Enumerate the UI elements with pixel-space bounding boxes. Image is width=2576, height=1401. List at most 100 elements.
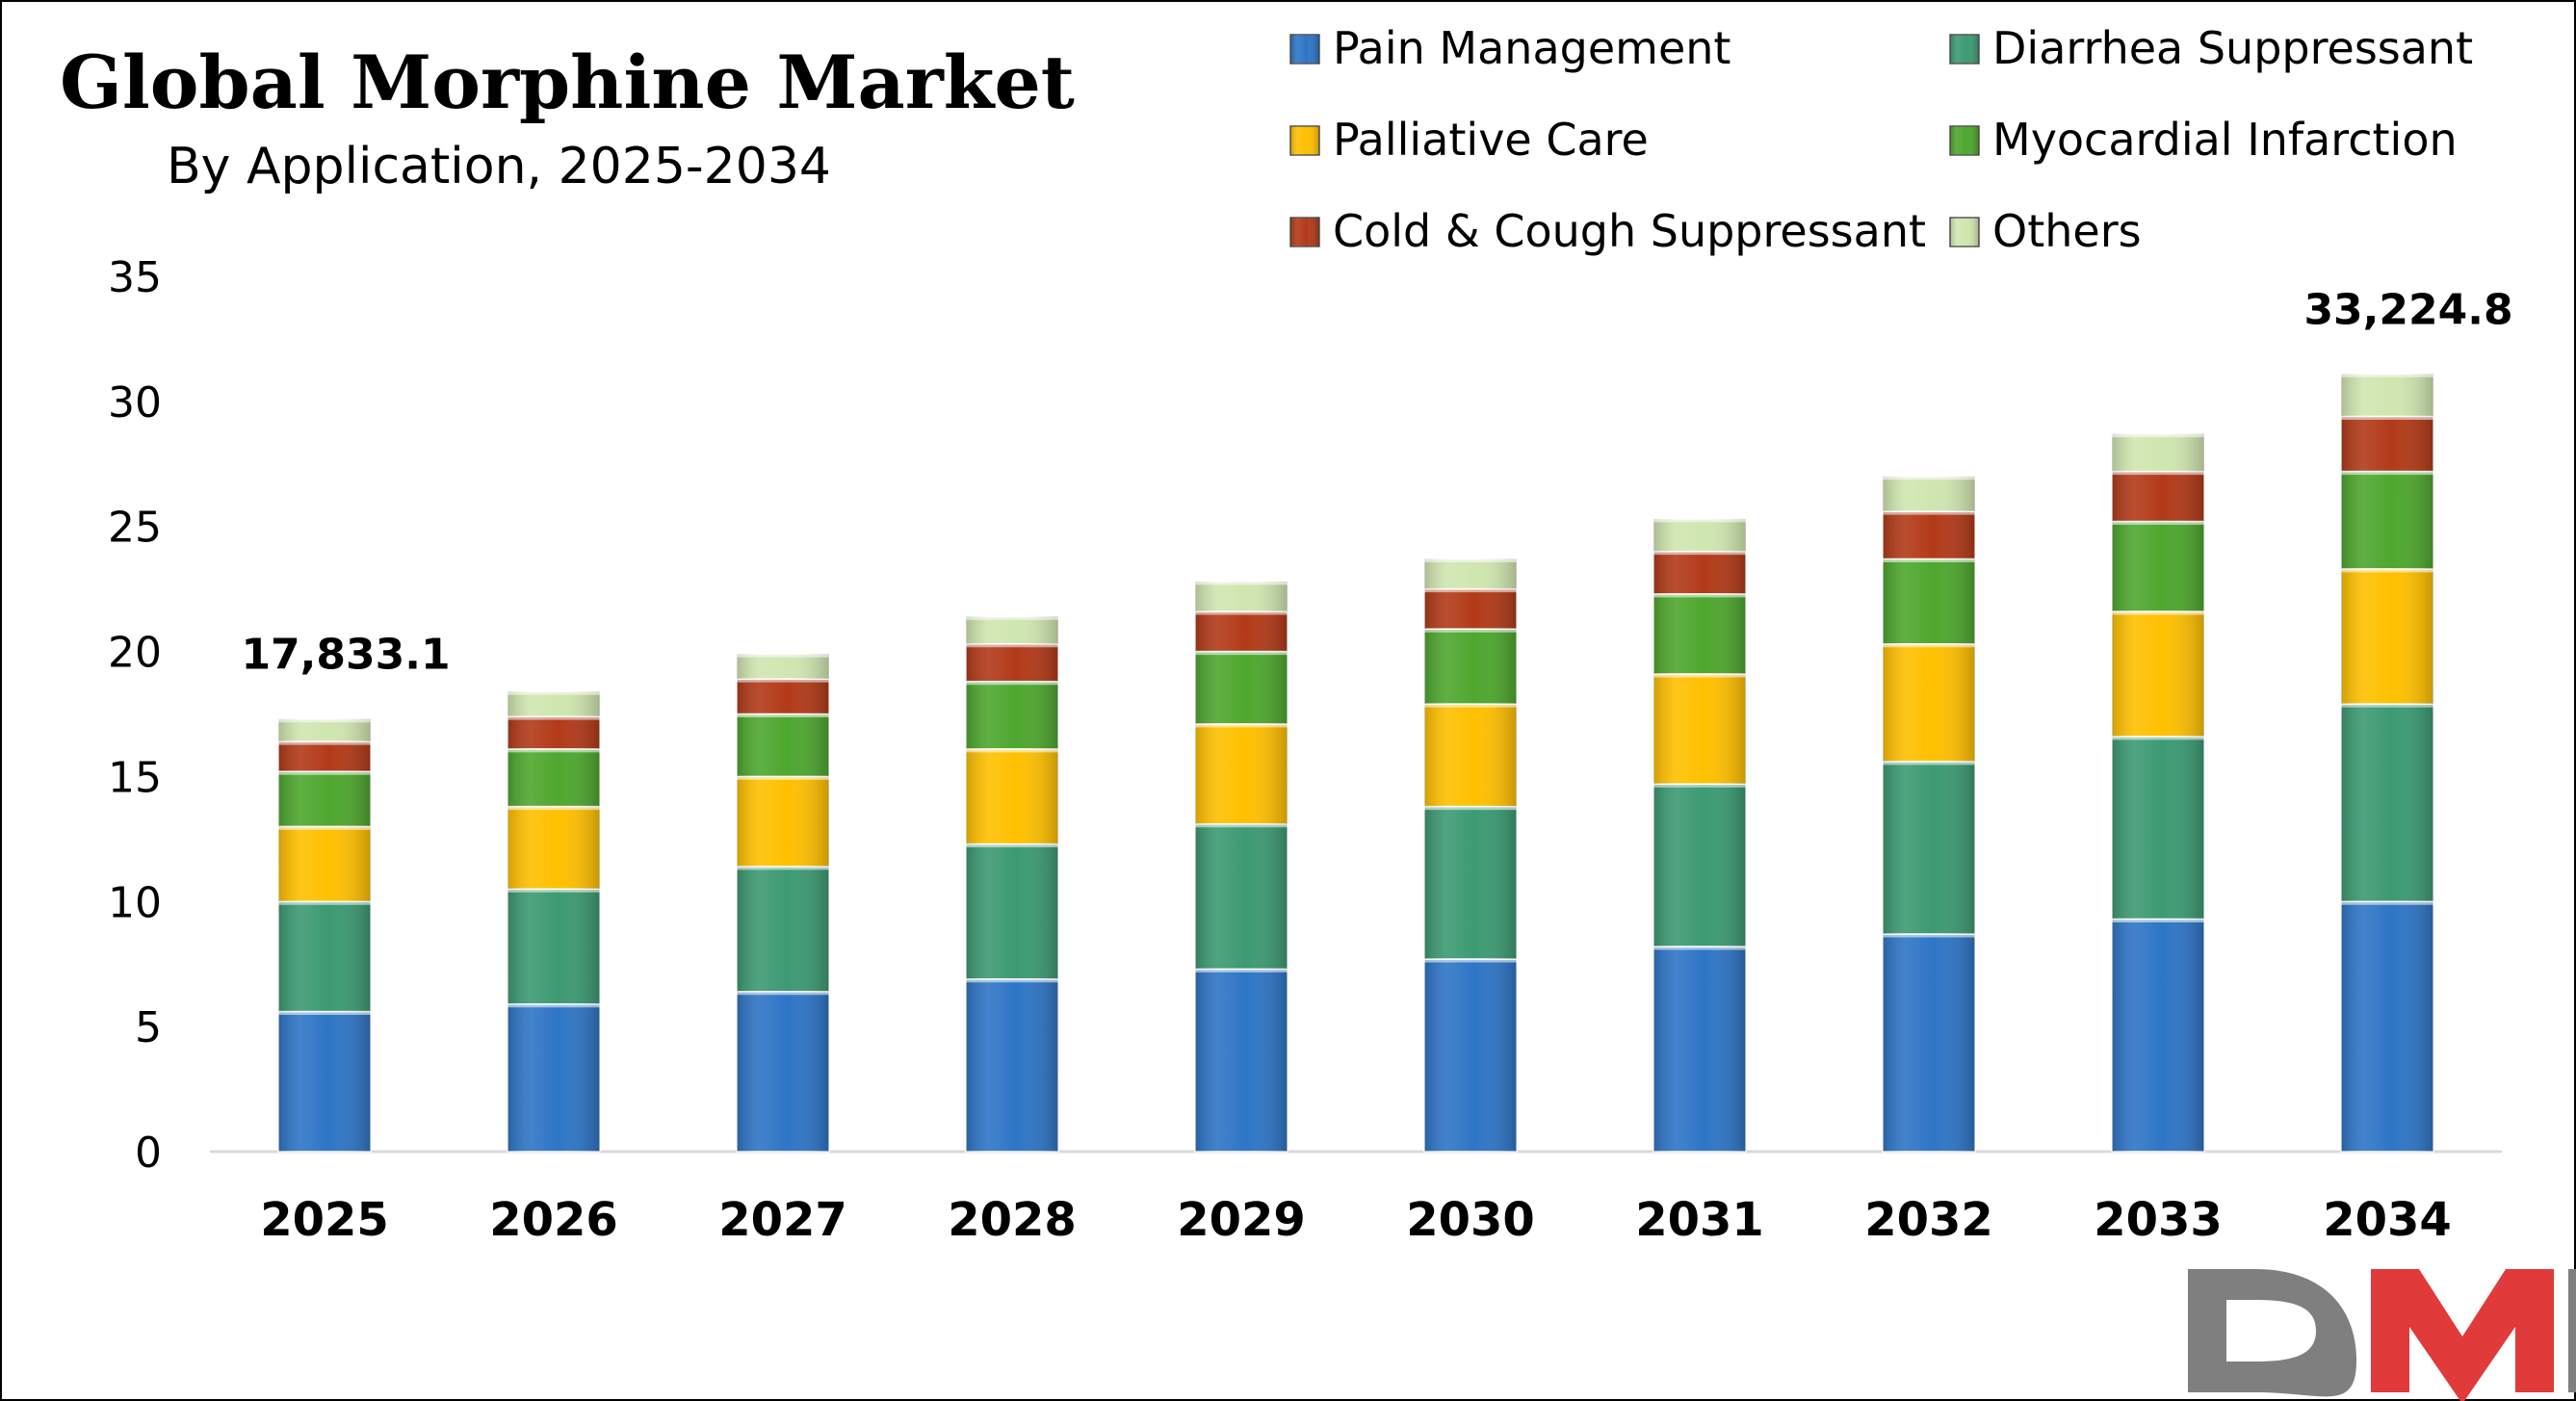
bar-segment-shade [1883,558,1975,644]
bar-segment-shade [507,716,600,749]
bar-segment-shade [737,679,829,714]
x-tick-label: 2025 [260,1193,389,1247]
bar-segment-shade [2341,901,2433,1152]
bar-segment-shade [1424,558,1517,589]
x-tick-label: 2029 [1177,1193,1306,1247]
bar-segment-shade [2112,919,2204,1152]
x-axis-categories: 2025 2026 2027 2028 2029 2030 2031 2032 2033 2034 [260,1193,2452,1247]
y-tick-label: 35 [108,253,162,302]
bars [277,373,2434,1153]
bar-segment-shade [1653,947,1746,1152]
x-tick-label: 2030 [1406,1193,1535,1247]
bar-segment-shade [1424,704,1517,807]
bar-segment-shade [1883,761,1975,935]
bar-segment-shade [1424,588,1517,630]
bar-segment-shade [507,748,600,807]
y-axis-ticks: 0 5 10 15 20 25 30 35 [108,253,162,1178]
bar-segment-shade [1653,593,1746,674]
bar-segment-shade [2341,568,2433,705]
x-tick-label: 2027 [718,1193,847,1247]
bar-segment-shade [1195,581,1288,612]
bar-segment-shade [278,718,371,742]
bar-segment-shade [737,866,829,992]
bar-stack-2032 [1882,476,1976,1153]
y-tick-label: 15 [108,753,162,802]
legend-label: Cold & Cough Suppressant [1333,205,1926,257]
bar-segment-shade [737,776,829,867]
data-label: 33,224.8 [2303,285,2512,334]
bar-segment-shade [278,741,371,772]
bar-segment-shade [966,681,1058,749]
bar-segment-shade [278,901,371,1012]
bar-segment-shade [278,826,371,902]
legend: Pain Management Diarrhea Suppressant Palli… [1289,22,2473,257]
bar-segment-shade [1424,806,1517,960]
legend-label: Palliative Care [1333,114,1649,166]
bar-segment-shade [1424,629,1517,705]
bar-segment-shade [1195,969,1288,1152]
bar-segment-shade [1653,673,1746,785]
x-tick-label: 2026 [489,1193,618,1247]
bar-segment-shade [1883,643,1975,762]
bar-stack-2028 [965,615,1059,1153]
bar-segment-shade [2112,736,2204,920]
bar-segment-shade [1195,611,1288,652]
y-tick-label: 30 [108,378,162,428]
bar-segment-shade [2112,433,2204,472]
bar-segment-shade [507,806,600,890]
bar-segment-shade [2341,416,2433,472]
bar-segment-shade [1653,518,1746,552]
legend-swatch-shade [1950,35,1979,64]
legend-label: Myocardial Infarction [1992,114,2458,166]
logo-letter-r [2568,1269,2576,1392]
chart-title: Global Morphine Market [60,39,1075,125]
bar-segment-shade [2112,471,2204,522]
x-tick-label: 2028 [948,1193,1077,1247]
bar-segment-shade [737,991,829,1152]
bar-segment-shade [737,654,829,680]
dmr-logo [2188,1269,2576,1401]
legend-swatch-shade [1290,218,1319,246]
legend-item: Myocardial Infarction [1949,114,2458,166]
y-tick-label: 0 [135,1129,162,1178]
y-tick-label: 10 [108,878,162,927]
data-labels: 17,833.1 33,224.8 [241,285,2512,679]
logo-letter-m [2371,1269,2554,1401]
bar-segment-shade [966,616,1058,644]
bar-segment-shade [2112,521,2204,612]
bar-segment-shade [1883,476,1975,512]
x-tick-label: 2031 [1635,1193,1764,1247]
legend-item: Pain Management [1289,22,1730,74]
x-tick-label: 2032 [1864,1193,1993,1247]
y-tick-label: 20 [108,629,162,678]
y-tick-label: 25 [108,504,162,553]
legend-swatch-shade [1950,126,1979,155]
chart-subtitle: By Application, 2025-2034 [167,138,831,195]
bar-segment-shade [278,771,371,827]
bar-segment-shade [2341,704,2433,902]
bar-segment-shade [2341,374,2433,417]
legend-swatch-shade [1950,218,1979,246]
bar-segment-shade [1195,823,1288,970]
bar-stack-2029 [1194,581,1288,1153]
legend-label: Pain Management [1333,22,1730,74]
bar-stack-2030 [1423,558,1518,1153]
bar-segment-shade [966,643,1058,682]
legend-swatch-shade [1290,126,1319,155]
x-tick-label: 2033 [2094,1193,2223,1247]
bar-stack-2027 [736,653,830,1153]
bar-segment-shade [1883,511,1975,559]
legend-label: Diarrhea Suppressant [1992,22,2473,74]
legend-item: Palliative Care [1289,114,1649,166]
bar-segment-shade [278,1011,371,1152]
logo-letter-d [2188,1269,2356,1397]
bar-segment-shade [2341,471,2433,569]
bar-segment-shade [1883,934,1975,1152]
bar-segment-shade [1195,651,1288,724]
bar-segment-shade [507,889,600,1004]
bar-segment-shade [507,1003,600,1152]
bar-segment-shade [966,843,1058,979]
y-tick-label: 5 [135,1003,162,1052]
bar-segment-shade [737,713,829,777]
